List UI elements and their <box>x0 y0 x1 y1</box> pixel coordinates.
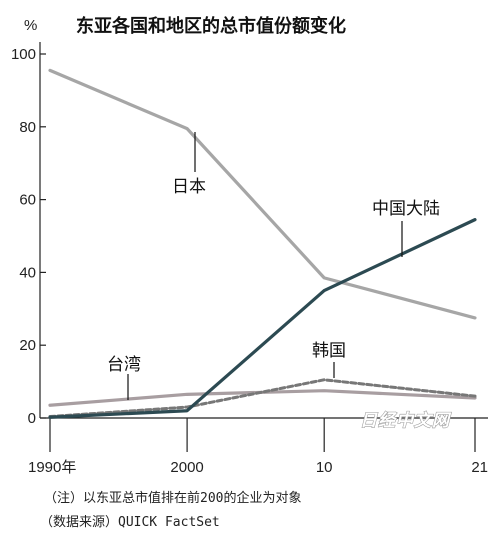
y-tick-label: 0 <box>28 410 36 427</box>
y-tick-label: 20 <box>19 337 36 354</box>
series-label-china: 中国大陆 <box>372 199 440 219</box>
y-ticks: 0 20 40 60 80 100 <box>11 46 46 427</box>
note-text: （注）以东亚总市值排在前200的企业为对象 <box>44 490 301 506</box>
x-ticks: 1990年 2000 10 21 <box>28 418 488 476</box>
series-label-taiwan: 台湾 <box>107 355 141 375</box>
y-unit-label: % <box>24 17 37 34</box>
y-tick-label: 80 <box>19 119 36 136</box>
series-line-0 <box>48 68 477 320</box>
y-tick-label: 60 <box>19 192 36 209</box>
x-tick-label: 1990年 <box>28 459 76 476</box>
chart-title: 东亚各国和地区的总市值份额变化 <box>76 15 346 37</box>
source-text: （数据来源）QUICK FactSet <box>40 515 220 530</box>
x-tick-label: 2000 <box>170 459 203 476</box>
x-tick-label: 21 <box>471 459 488 476</box>
series-line-1 <box>48 218 477 419</box>
series-label-japan: 日本 <box>172 177 206 197</box>
x-tick-label: 10 <box>316 459 333 476</box>
series-layer <box>48 68 477 419</box>
y-tick-label: 100 <box>11 46 36 63</box>
series-label-korea: 韩国 <box>312 341 346 361</box>
watermark-logo: 日经中文网 <box>360 411 452 431</box>
series-line-2 <box>48 378 477 419</box>
y-tick-label: 40 <box>19 264 36 281</box>
